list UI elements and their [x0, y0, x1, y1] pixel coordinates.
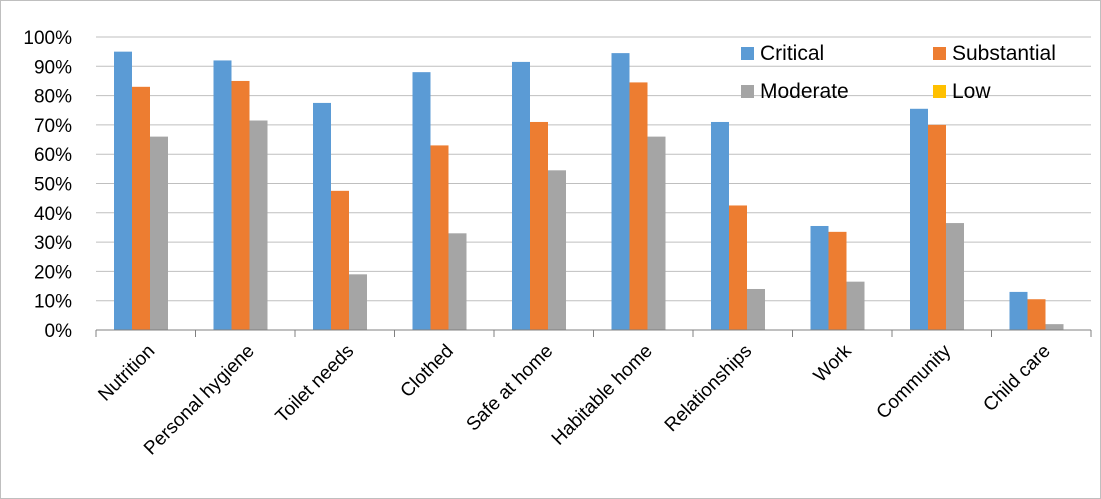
bar-moderate [349, 274, 367, 330]
legend-swatch [741, 85, 754, 98]
legend-swatch [933, 85, 946, 98]
bar-moderate [448, 233, 467, 330]
bar-critical [213, 60, 232, 330]
legend-label: Low [952, 80, 991, 103]
bar-critical [512, 61, 530, 330]
bar-substantial [928, 124, 946, 331]
bar-moderate [647, 136, 666, 330]
y-tick-label: 70% [34, 116, 72, 137]
bar-moderate [747, 288, 765, 330]
bar-moderate [548, 170, 566, 330]
y-axis-ticks: 0% 10% 20% 30% 40% 50% 60% 70% 80% 90% 100% [23, 28, 72, 342]
bar-critical [810, 225, 829, 330]
bars [114, 51, 1064, 331]
bar-moderate [249, 120, 268, 330]
y-tick-label: 10% [34, 292, 72, 313]
y-tick-label: 20% [34, 262, 72, 283]
bar-substantial [1027, 299, 1046, 330]
bar-substantial [729, 205, 747, 330]
legend-label: Substantial [952, 42, 1056, 65]
bar-critical [611, 53, 630, 331]
bar-critical [1009, 291, 1028, 330]
y-tick-label: 40% [34, 204, 72, 225]
bar-moderate [946, 223, 964, 330]
bar-moderate [1045, 324, 1064, 330]
bar-substantial [331, 190, 349, 330]
bar-substantial [629, 82, 648, 330]
bar-critical [313, 102, 331, 330]
legend-label: Moderate [760, 80, 849, 103]
y-tick-label: 90% [34, 57, 72, 78]
bar-substantial [828, 231, 847, 330]
bar-substantial [132, 86, 150, 330]
y-tick-label: 60% [34, 145, 72, 166]
legend-swatch [933, 47, 946, 60]
legend-label: Critical [760, 42, 824, 65]
bar-substantial [231, 80, 250, 330]
legend-swatch [741, 47, 754, 60]
bar-moderate [846, 281, 865, 330]
bar-substantial [430, 145, 449, 330]
y-tick-label: 100% [23, 28, 72, 49]
bar-critical [412, 72, 431, 330]
bar-critical [910, 108, 928, 330]
y-tick-label: 0% [45, 321, 73, 342]
bar-critical [711, 121, 729, 330]
bar-moderate [150, 136, 168, 330]
legend: Critical Substantial Moderate Low [741, 42, 1056, 103]
y-tick-label: 50% [34, 175, 72, 196]
x-axis [95, 329, 1092, 337]
y-tick-label: 30% [34, 233, 72, 254]
bar-substantial [530, 121, 548, 330]
y-tick-label: 80% [34, 87, 72, 108]
bar-critical [114, 51, 132, 331]
